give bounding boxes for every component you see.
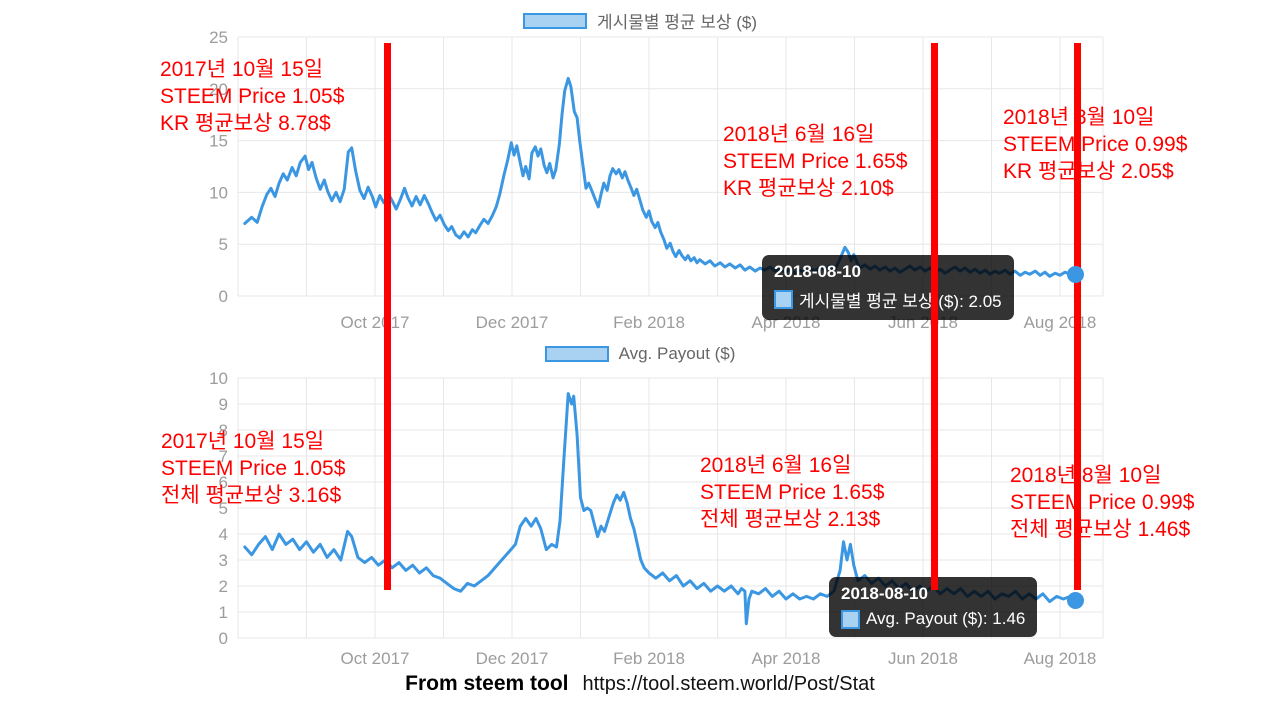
last-data-point-dot-top[interactable] — [1066, 266, 1084, 284]
svg-text:6: 6 — [219, 473, 228, 492]
svg-text:5: 5 — [219, 235, 228, 254]
svg-text:9: 9 — [219, 395, 228, 414]
annotation-line: STEEM Price 1.65$ — [700, 481, 885, 504]
legend-color-swatch — [544, 346, 609, 362]
svg-text:Feb 2018: Feb 2018 — [613, 313, 685, 332]
source-url[interactable]: https://tool.steem.world/Post/Stat — [582, 673, 875, 695]
annotation-line: 2018년 8월 10일 — [1003, 106, 1155, 129]
annotation-line: KR 평균보상 2.10$ — [723, 177, 894, 200]
annotation-line: STEEM Price 1.05$ — [161, 457, 346, 480]
annotation-2018-06-16-kr: 2018년 6월 16일 STEEM Price 1.65$ KR 평균보상 2… — [723, 121, 907, 202]
svg-text:1: 1 — [219, 603, 228, 622]
marker-line-2017-10-15 — [383, 43, 391, 590]
annotation-2017-10-15-total: 2017년 10월 15일 STEEM Price 1.05$ 전체 평균보상 … — [161, 428, 345, 509]
svg-text:5: 5 — [219, 499, 228, 518]
annotation-line: 2018년 8월 10일 — [1010, 464, 1162, 487]
annotation-2018-08-10-kr: 2018년 8월 10일 STEEM Price 0.99$ KR 평균보상 2… — [1003, 104, 1187, 185]
annotation-line: STEEM Price 1.65$ — [723, 150, 908, 173]
last-data-point-dot-bottom[interactable] — [1066, 591, 1084, 609]
annotation-line: 전체 평균보상 3.16$ — [161, 484, 342, 507]
source-footer: From steem tool https://tool.steem.world/… — [0, 672, 1280, 696]
annotation-line: 전체 평균보상 1.46$ — [1010, 518, 1191, 541]
tooltip-date: 2018-08-10 — [841, 584, 928, 603]
svg-text:Aug 2018: Aug 2018 — [1024, 313, 1097, 332]
legend-color-swatch — [522, 12, 587, 29]
svg-text:Apr 2018: Apr 2018 — [752, 649, 821, 668]
tooltip-value: Avg. Payout ($): 1.46 — [866, 609, 1026, 628]
annotation-2018-08-10-total: 2018년 8월 10일 STEEM Price 0.99$ 전체 평균보상 1… — [1010, 462, 1194, 543]
legend-avg-payout[interactable]: Avg. Payout ($) — [0, 344, 1280, 364]
annotation-2017-10-15-kr: 2017년 10월 15일 STEEM Price 1.05$ KR 평균보상 … — [160, 56, 344, 137]
annotation-line: 2017년 10월 15일 — [161, 430, 325, 453]
annotation-line: KR 평균보상 8.78$ — [160, 112, 331, 135]
marker-line-2018-08-10 — [1074, 43, 1082, 590]
annotation-line: 2018년 6월 16일 — [723, 123, 875, 146]
tooltip-series-key-icon — [774, 290, 793, 309]
svg-text:7: 7 — [219, 447, 228, 466]
legend-label: Avg. Payout ($) — [618, 344, 736, 363]
source-label: From steem tool — [405, 672, 569, 695]
svg-text:0: 0 — [219, 287, 228, 306]
svg-text:10: 10 — [209, 183, 228, 202]
svg-text:15: 15 — [209, 132, 228, 151]
svg-text:4: 4 — [219, 525, 228, 544]
annotation-line: 전체 평균보상 2.13$ — [700, 508, 881, 531]
svg-text:10: 10 — [209, 369, 228, 388]
tooltip-series-key-icon — [841, 609, 860, 629]
annotation-line: STEEM Price 0.99$ — [1003, 133, 1188, 156]
annotation-line: STEEM Price 0.99$ — [1010, 491, 1195, 514]
annotation-line: 2018년 6월 16일 — [700, 454, 852, 477]
svg-text:3: 3 — [219, 551, 228, 570]
legend-label: 게시물별 평균 보상 ($) — [596, 13, 758, 32]
svg-text:20: 20 — [209, 80, 228, 99]
svg-text:Feb 2018: Feb 2018 — [613, 649, 685, 668]
marker-line-2018-06-16 — [931, 43, 939, 590]
svg-text:Aug 2018: Aug 2018 — [1024, 649, 1097, 668]
annotation-2018-06-16-total: 2018년 6월 16일 STEEM Price 1.65$ 전체 평균보상 2… — [700, 452, 884, 533]
svg-text:0: 0 — [219, 629, 228, 648]
chart-tooltip-per-post: 2018-08-10 게시물별 평균 보상 ($): 2.05 — [762, 255, 1014, 320]
annotation-line: 2017년 10월 15일 — [160, 58, 324, 81]
svg-text:2: 2 — [219, 577, 228, 596]
annotation-line: STEEM Price 1.05$ — [160, 85, 345, 108]
svg-text:25: 25 — [209, 28, 228, 47]
svg-text:Dec 2017: Dec 2017 — [476, 313, 549, 332]
svg-text:Dec 2017: Dec 2017 — [476, 649, 549, 668]
svg-text:8: 8 — [219, 421, 228, 440]
legend-per-post-payout[interactable]: 게시물별 평균 보상 ($) — [0, 8, 1280, 33]
svg-text:Oct 2017: Oct 2017 — [341, 313, 410, 332]
svg-text:Jun 2018: Jun 2018 — [888, 649, 958, 668]
tooltip-value: 게시물별 평균 보상 ($): 2.05 — [799, 292, 1002, 311]
annotation-line: KR 평균보상 2.05$ — [1003, 160, 1174, 183]
tooltip-date: 2018-08-10 — [774, 262, 861, 281]
svg-text:Oct 2017: Oct 2017 — [341, 649, 410, 668]
